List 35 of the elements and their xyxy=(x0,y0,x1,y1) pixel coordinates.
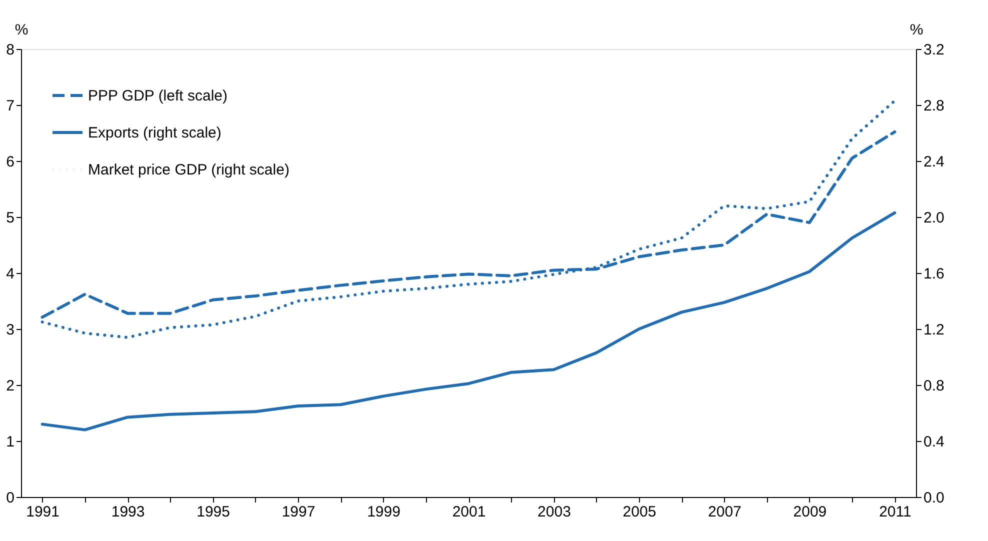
y2-tick-label: 3.2 xyxy=(924,42,944,58)
x-tick-label: 2011 xyxy=(879,504,912,520)
y-tick-label: 6 xyxy=(6,154,14,170)
y2-tick-label: 2.4 xyxy=(924,154,944,170)
x-tick-label: 2007 xyxy=(708,504,742,520)
legend-label: PPP GDP (left scale) xyxy=(88,88,228,104)
y2-tick-label: 0.8 xyxy=(924,378,944,394)
y2-axis-title: % xyxy=(910,22,924,38)
y2-tick-label: 0.0 xyxy=(924,490,944,506)
y-axis-title: % xyxy=(14,22,28,38)
x-tick-label: 1997 xyxy=(282,504,316,520)
y2-tick-label: 2.8 xyxy=(924,98,944,114)
y-tick-label: 2 xyxy=(6,378,14,394)
legend-label: Market price GDP (right scale) xyxy=(88,162,290,178)
y-tick-label: 4 xyxy=(6,266,14,282)
x-tick-label: 1991 xyxy=(26,504,60,520)
y-tick-label: 7 xyxy=(6,98,14,114)
y2-tick-label: 2.0 xyxy=(924,210,944,226)
x-tick-label: 1999 xyxy=(367,504,400,520)
legend-label: Exports (right scale) xyxy=(88,124,222,142)
x-tick-label: 1993 xyxy=(111,504,145,520)
line-series xyxy=(40,211,896,432)
x-tick-label: 2001 xyxy=(452,504,486,520)
y2-tick-label: 0.4 xyxy=(924,434,944,450)
x-tick-label: 2009 xyxy=(793,504,827,520)
y2-tick-label: 1.2 xyxy=(924,322,944,338)
y-tick-label: 0 xyxy=(6,490,14,506)
y-tick-label: 5 xyxy=(6,210,14,226)
x-tick-label: 2003 xyxy=(538,504,571,520)
y-tick-label: 8 xyxy=(6,42,14,58)
y-tick-label: 3 xyxy=(6,322,14,338)
y-tick-label: 1 xyxy=(6,434,14,450)
y2-tick-label: 1.6 xyxy=(924,266,944,282)
x-tick-label: 1995 xyxy=(196,504,230,520)
x-tick-label: 2005 xyxy=(622,504,656,520)
